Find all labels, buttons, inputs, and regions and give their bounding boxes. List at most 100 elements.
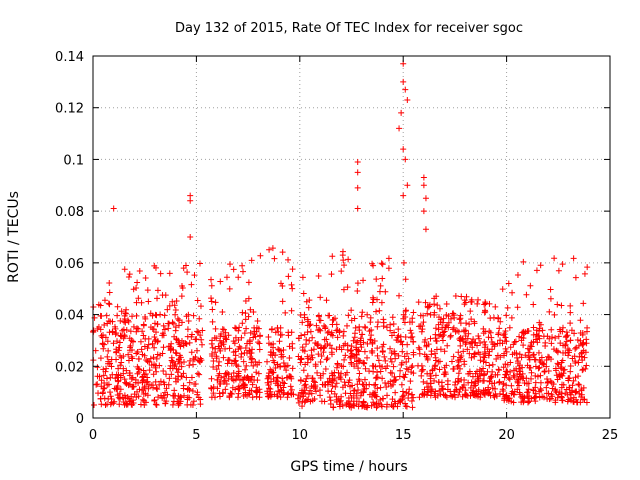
data-point bbox=[108, 356, 115, 363]
data-point bbox=[543, 384, 550, 391]
data-point bbox=[249, 381, 256, 388]
data-point bbox=[409, 404, 416, 411]
data-point bbox=[457, 365, 464, 372]
data-point bbox=[132, 376, 139, 383]
data-point bbox=[584, 264, 591, 271]
data-point bbox=[513, 350, 520, 357]
data-point bbox=[136, 267, 143, 274]
data-point bbox=[436, 305, 443, 312]
data-point bbox=[384, 392, 391, 399]
data-point bbox=[124, 317, 131, 324]
data-point bbox=[408, 330, 415, 337]
data-point bbox=[361, 376, 368, 383]
data-point bbox=[524, 345, 531, 352]
data-point bbox=[486, 300, 493, 307]
data-point bbox=[340, 332, 347, 339]
data-point bbox=[449, 393, 456, 400]
data-point bbox=[409, 362, 416, 369]
data-point bbox=[134, 279, 141, 286]
data-point bbox=[447, 333, 454, 340]
data-point bbox=[440, 315, 447, 322]
data-point bbox=[395, 326, 402, 333]
data-point bbox=[113, 329, 120, 336]
data-point bbox=[166, 302, 173, 309]
data-point bbox=[372, 381, 379, 388]
data-point bbox=[92, 347, 99, 354]
data-point bbox=[188, 333, 195, 340]
data-point bbox=[317, 327, 324, 334]
data-point bbox=[322, 342, 329, 349]
data-point bbox=[554, 301, 561, 308]
data-point bbox=[177, 393, 184, 400]
data-point bbox=[91, 402, 98, 409]
data-point bbox=[136, 366, 143, 373]
data-point bbox=[249, 394, 256, 401]
data-point bbox=[225, 371, 232, 378]
data-point bbox=[420, 174, 427, 181]
data-point bbox=[385, 255, 392, 262]
data-point bbox=[322, 366, 329, 373]
data-point bbox=[433, 346, 440, 353]
data-point bbox=[436, 366, 443, 373]
data-point bbox=[217, 347, 224, 354]
data-point bbox=[463, 293, 470, 300]
data-point bbox=[359, 331, 366, 338]
data-point bbox=[104, 381, 111, 388]
data-point bbox=[489, 368, 496, 375]
data-point bbox=[147, 355, 154, 362]
data-point bbox=[194, 328, 201, 335]
data-point bbox=[532, 379, 539, 386]
data-point bbox=[251, 330, 258, 337]
data-point bbox=[126, 398, 133, 405]
data-point bbox=[526, 354, 533, 361]
data-point bbox=[364, 311, 371, 318]
data-point bbox=[482, 307, 489, 314]
data-point bbox=[447, 315, 454, 322]
data-point bbox=[515, 382, 522, 389]
data-point bbox=[508, 382, 515, 389]
data-point bbox=[550, 381, 557, 388]
data-point bbox=[471, 353, 478, 360]
data-point bbox=[336, 329, 343, 336]
data-point bbox=[185, 311, 192, 318]
data-point bbox=[355, 365, 362, 372]
data-point bbox=[548, 356, 555, 363]
data-point bbox=[245, 295, 252, 302]
data-point bbox=[162, 400, 169, 407]
data-point bbox=[514, 386, 521, 393]
data-point bbox=[428, 388, 435, 395]
data-point bbox=[175, 356, 182, 363]
data-point bbox=[103, 375, 110, 382]
data-point bbox=[139, 374, 146, 381]
data-point bbox=[172, 307, 179, 314]
data-point bbox=[256, 346, 263, 353]
data-point bbox=[348, 359, 355, 366]
data-point bbox=[415, 344, 422, 351]
data-point bbox=[95, 324, 102, 331]
data-point bbox=[435, 314, 442, 321]
data-point bbox=[299, 274, 306, 281]
data-point bbox=[345, 400, 352, 407]
data-point bbox=[394, 403, 401, 410]
data-point bbox=[324, 378, 331, 385]
data-point bbox=[542, 339, 549, 346]
data-point bbox=[583, 336, 590, 343]
data-point bbox=[353, 346, 360, 353]
data-point bbox=[146, 358, 153, 365]
data-point bbox=[180, 358, 187, 365]
data-point bbox=[523, 291, 530, 298]
data-point bbox=[172, 361, 179, 368]
data-point bbox=[501, 350, 508, 357]
data-point bbox=[124, 393, 131, 400]
data-point bbox=[281, 389, 288, 396]
data-point bbox=[250, 309, 257, 316]
data-point bbox=[367, 336, 374, 343]
data-point bbox=[150, 371, 157, 378]
data-point bbox=[383, 384, 390, 391]
data-point bbox=[160, 322, 167, 329]
data-point bbox=[180, 382, 187, 389]
data-point bbox=[415, 323, 422, 330]
data-point bbox=[286, 343, 293, 350]
data-point bbox=[565, 352, 572, 359]
data-point bbox=[444, 377, 451, 384]
